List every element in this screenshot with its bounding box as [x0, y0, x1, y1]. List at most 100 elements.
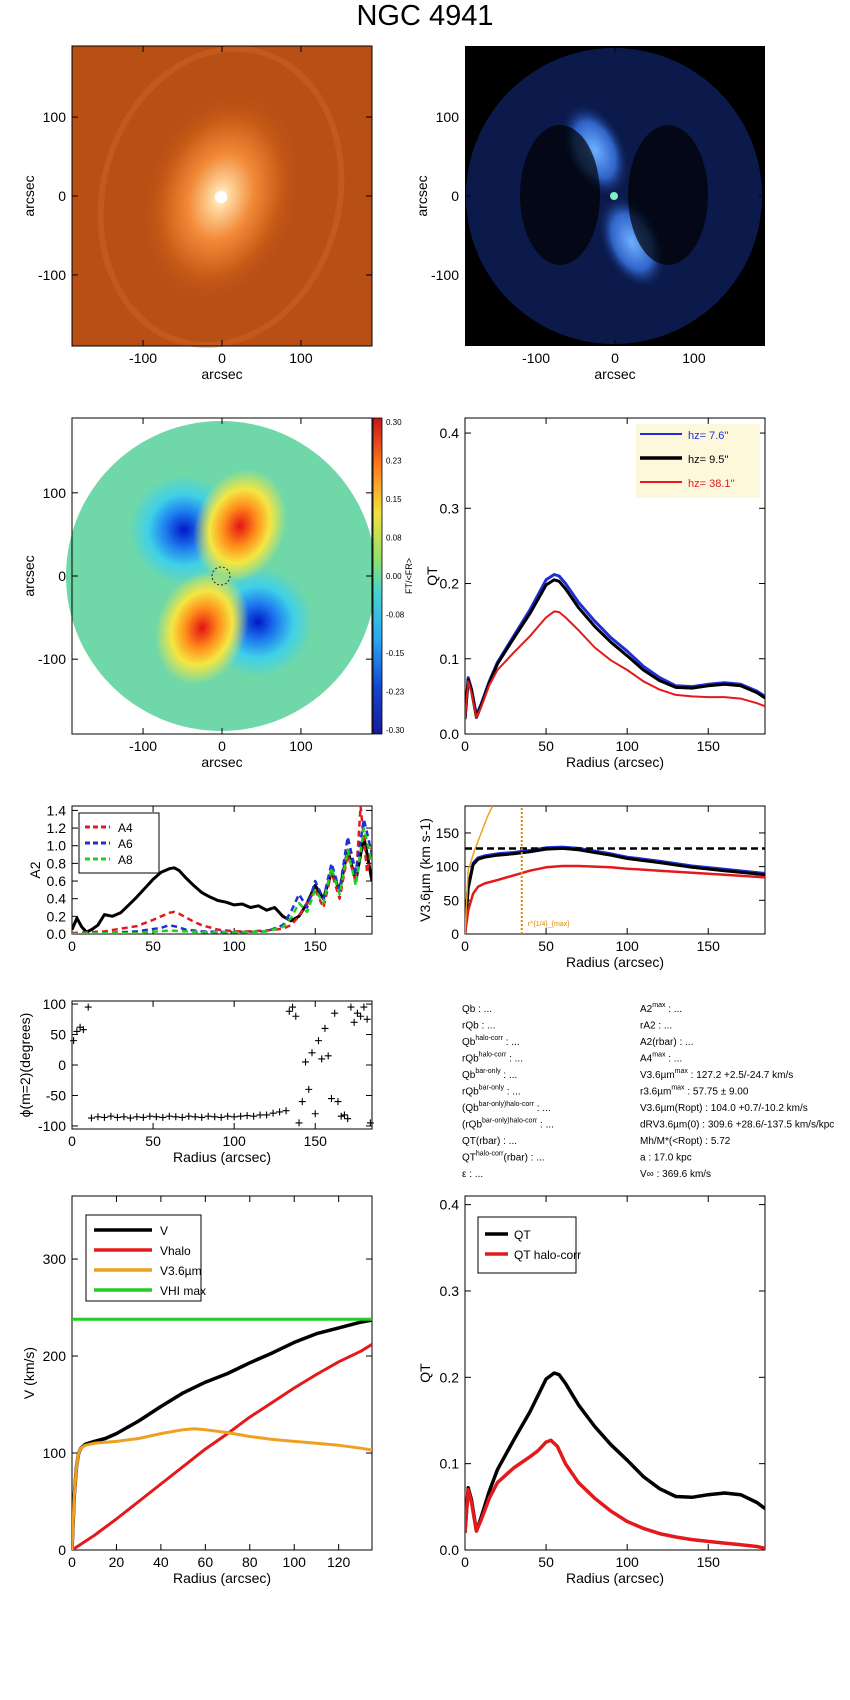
y-axis-label: ϕ(m=2)(degrees) — [17, 1013, 33, 1118]
phase-point — [172, 1113, 180, 1121]
series-line-hz-38-1- — [465, 864, 765, 934]
phase-point — [70, 1037, 78, 1045]
legend-box — [636, 424, 760, 498]
qt-profiles-axes: 0 50 100 150 0.0 0.1 0.2 0.3 0.4 Radius (arcsec) Q… — [424, 417, 766, 770]
y-axis-label: A2 — [27, 861, 43, 878]
force-ratio-map-panel — [66, 417, 383, 735]
param-label: V3.6µm(Ropt) — [640, 1103, 702, 1114]
param-value: : ... — [506, 1054, 523, 1065]
y-tick-label: -100 — [38, 267, 66, 283]
phase-point — [152, 1113, 160, 1121]
x-tick-label: 0 — [611, 350, 619, 366]
phase-point — [100, 1113, 108, 1121]
qt-halo-corrected-series — [465, 1371, 765, 1550]
colorbar-tick-label: 0.23 — [386, 457, 402, 466]
phase-point — [366, 1119, 374, 1127]
param-label: r3.6µm — [640, 1087, 671, 1098]
y-axis-label: V3.6µm (km s-1) — [417, 818, 433, 922]
colorbar-tick-label: 0.00 — [386, 572, 402, 581]
param-value: : ... — [665, 1004, 682, 1015]
force-map-center-circle — [211, 566, 231, 586]
phase-profile-frame — [71, 1000, 373, 1130]
y-tick-label: -50 — [46, 1087, 66, 1103]
phase-point — [185, 1112, 193, 1120]
param-value: : ... — [534, 1103, 551, 1114]
phase-point — [269, 1109, 277, 1117]
left-param: Qb : ... — [462, 1004, 492, 1015]
velocity-components-series — [72, 1317, 372, 1550]
y-tick-label: -100 — [38, 1118, 66, 1134]
phase-point — [324, 1052, 332, 1060]
phase-point — [87, 1114, 95, 1122]
param-label: A4 — [640, 1054, 653, 1065]
x-tick-label: 20 — [109, 1554, 125, 1570]
colorbar-labels: 0.30 0.23 0.15 0.08 0.00 -0.08 -0.15 -0.23 -0.30… — [386, 418, 414, 735]
param-label: rQb — [462, 1021, 479, 1032]
phase-point — [357, 1012, 365, 1020]
x-tick-label: 100 — [615, 938, 639, 954]
phase-point — [204, 1112, 212, 1120]
x-tick-label: 150 — [697, 1554, 721, 1570]
param-value: : 5.72 — [703, 1136, 731, 1147]
phase-point — [126, 1114, 134, 1122]
param-label: QT — [462, 1153, 476, 1164]
phase-point — [305, 1085, 313, 1093]
fourier-amplitudes-series — [72, 806, 372, 934]
colorbar-label: FT/<FR> — [404, 558, 414, 594]
legend-label: hz= 9.5'' — [688, 454, 729, 466]
x-tick-label: -100 — [522, 350, 550, 366]
y-axis-label: QT — [424, 566, 440, 586]
y-tick-label: -100 — [38, 651, 66, 667]
qt-halo-corrected-frame — [464, 1195, 766, 1551]
y-tick-label: 50 — [50, 1027, 66, 1043]
x-tick-label: 0 — [461, 1554, 469, 1570]
phase-point — [120, 1113, 128, 1121]
rotation-curve-3.6um-series — [465, 806, 765, 934]
phase-point — [289, 1003, 297, 1011]
legend-label: V — [160, 1224, 168, 1238]
param-superscript: bar-only)halo-corr — [479, 1101, 535, 1108]
y-tick-label: 100 — [436, 109, 460, 125]
x-tick-label: 100 — [222, 938, 246, 954]
phase-point — [347, 1003, 355, 1011]
y-tick-label: 0 — [58, 1057, 66, 1073]
phase-points — [70, 1003, 374, 1127]
y-tick-label: 100 — [436, 859, 460, 875]
phase-point — [276, 1108, 284, 1116]
right-param: A4max : ... — [640, 1052, 682, 1065]
velocity-legend: V Vhalo V3.6µm VHI max — [85, 1214, 206, 1302]
galaxy-image-panel — [71, 45, 373, 349]
phase-point — [350, 1018, 358, 1026]
series-line-v — [72, 1318, 372, 1550]
x-tick-label: 50 — [538, 738, 554, 754]
residual-image-panel — [465, 46, 765, 346]
left-param: (Qbbar-only)halo-corr : ... — [462, 1101, 551, 1114]
y-tick-label: 1.4 — [47, 802, 67, 818]
left-param: Qbbar-only : ... — [462, 1068, 517, 1081]
x-tick-label: 40 — [153, 1554, 169, 1570]
param-value: : ... — [479, 1021, 496, 1032]
y-tick-label: 0.4 — [440, 425, 460, 441]
rotation-curve-3.6um-frame — [464, 805, 766, 935]
phase-point — [311, 1110, 319, 1118]
colorbar-tick-label: 0.15 — [386, 495, 402, 504]
legend-label: VHI max — [160, 1284, 206, 1298]
y-tick-label: 100 — [43, 485, 67, 501]
y-tick-label: 200 — [43, 1348, 67, 1364]
phase-point — [198, 1113, 206, 1121]
y-tick-label: 1.0 — [47, 838, 67, 854]
y-tick-label: 0.8 — [47, 855, 67, 871]
y-tick-label: 0.3 — [440, 1283, 460, 1299]
residual-dark-west — [520, 125, 600, 265]
param-value: : 104.0 +0.7/-10.2 km/s — [702, 1103, 807, 1114]
y-tick-label: 0.2 — [440, 576, 460, 592]
galaxy-nucleus — [215, 191, 227, 203]
phase-point — [308, 1049, 316, 1057]
parameter-list: Qb : ...rQb : ...Qbhalo-corr : ...rQbhal… — [462, 1002, 834, 1180]
y-tick-label: 0 — [58, 188, 66, 204]
phase-point — [139, 1113, 147, 1121]
phase-point — [337, 1112, 345, 1120]
phase-point — [243, 1112, 251, 1120]
x-tick-label: 0 — [68, 1133, 76, 1149]
